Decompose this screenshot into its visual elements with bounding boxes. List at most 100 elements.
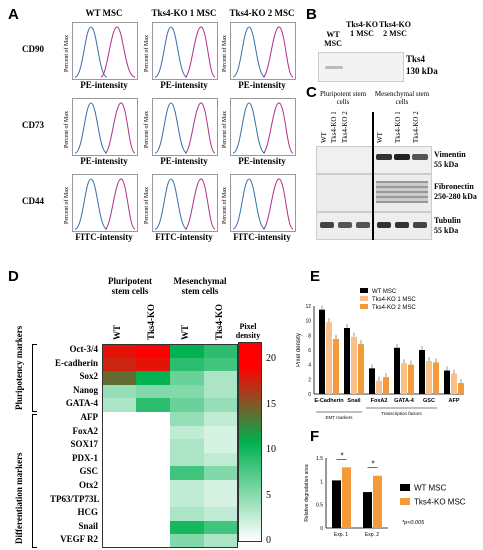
heatmap-cell: [136, 344, 170, 358]
x-tick-label: FoxA2: [371, 398, 388, 404]
heatmap-row-label: Sox2: [79, 371, 98, 382]
heatmap-row-label: Nanog: [72, 384, 98, 395]
flow-ylabel: Percent of Max: [222, 187, 228, 224]
tubulin-blot: [316, 212, 432, 240]
flow-ylabel: Percent of Max: [222, 35, 228, 72]
heatmap-cell: [102, 534, 136, 548]
heatmap-cell: [170, 439, 204, 453]
panel-f-letter: F: [310, 428, 320, 445]
heatmap-cell: [102, 398, 136, 412]
histogram-curves: [154, 102, 216, 154]
vimentin-blot: [316, 146, 432, 174]
heatmap-cell: [170, 357, 204, 372]
bar: [433, 362, 439, 394]
heatmap-cell: [170, 520, 204, 535]
x-tick-label: Exp. 2: [365, 532, 379, 538]
panelc-lane-label: Tks4-KO 2: [341, 111, 349, 143]
bar: [342, 467, 351, 528]
fibronectin-size: 250-280 kDa: [434, 192, 477, 201]
flow-row-marker: CD90: [22, 44, 44, 54]
heatmap-cell: [102, 520, 136, 535]
legend-swatch: [360, 288, 368, 293]
flow-xlabel: FITC-intensity: [233, 232, 291, 242]
heatmap-cell: [170, 425, 204, 440]
flow-histogram: [72, 174, 138, 232]
heatmap-cell: [102, 384, 136, 399]
flow-row-marker: CD44: [22, 196, 44, 206]
heatmap-column-label: WT: [180, 324, 190, 340]
flow-column-header: WT MSC: [85, 8, 123, 18]
bar: [383, 377, 389, 394]
x-tick-label: Snail: [347, 398, 361, 404]
vimentin-size: 55 kDa: [434, 160, 459, 169]
significance-star: *: [340, 451, 343, 460]
flow-histogram: [72, 22, 138, 80]
heatmap-column-label: Tks4-KO: [214, 303, 224, 340]
heatmap-row-label: E-cadherin: [54, 357, 98, 368]
panel-a-letter: A: [8, 6, 19, 23]
heatmap-cell: [204, 493, 238, 508]
y-tick-label: 0: [308, 392, 311, 398]
flow-histogram: [230, 22, 296, 80]
heatmap-cell: [170, 371, 204, 385]
colorbar-label: Pixel density: [235, 322, 261, 340]
panelc-group-pluripotent: Pluripotent stem cells: [319, 90, 367, 106]
y-axis-label: Relative degradation area: [304, 464, 310, 521]
heatmap-cell: [136, 412, 170, 426]
bar: [451, 373, 457, 394]
bar: [419, 350, 425, 394]
bar: [444, 370, 450, 394]
y-tick-label: 6: [308, 348, 311, 354]
legend-label: WT MSC: [414, 484, 447, 493]
heatmap-row-label: HCG: [77, 507, 98, 518]
panelb-lane-ko1: Tks4-KO 1 MSC: [345, 20, 378, 38]
isotype-curve: [74, 26, 108, 78]
heatmap-row-label: VEGF R2: [60, 534, 98, 545]
heatmap-cell: [102, 452, 136, 467]
marker-curve: [104, 178, 136, 230]
bar: [319, 309, 325, 394]
heatmap-cell: [204, 480, 238, 494]
panelc-lane-label: Tks4-KO 1: [330, 111, 338, 143]
heatmap-cell: [136, 371, 170, 385]
heatmap-cell: [170, 480, 204, 494]
group-label: EMT markers: [326, 415, 354, 420]
panelb-lane-wt: WT MSC: [324, 30, 342, 48]
flow-row-marker: CD73: [22, 120, 44, 130]
fibronectin-label: Fibronectin: [434, 182, 474, 191]
heatmap-cell: [102, 480, 136, 494]
bar: [373, 475, 382, 528]
heatmap-cell: [136, 398, 170, 412]
bar: [394, 347, 400, 394]
tks4-western-blot: [318, 52, 404, 82]
group-label: Transcription factors: [381, 411, 422, 416]
heatmap-row-label: GSC: [79, 466, 98, 477]
bar: [332, 480, 341, 528]
marker-curve: [262, 26, 294, 78]
colorbar: [238, 342, 262, 542]
legend-swatch: [360, 304, 368, 309]
panelc-lane-label: WT: [376, 132, 384, 143]
heatmap-cell: [136, 439, 170, 453]
bracket-pluripotency: [32, 344, 37, 412]
colorbar-tick: 15: [266, 398, 276, 410]
heatmap-cell: [204, 425, 238, 440]
histogram-curves: [154, 178, 216, 230]
heatmap-border: [102, 344, 238, 548]
heatmap-column-label: Tks4-KO: [146, 303, 156, 340]
panel-e-letter: E: [310, 268, 321, 285]
heatmap-cell: [204, 357, 238, 372]
flow-xlabel: PE-intensity: [80, 156, 128, 166]
heatmap-cell: [204, 412, 238, 426]
bar: [458, 383, 464, 394]
paneld-group-pluripotent: Pluripotent stem cells: [108, 276, 152, 296]
heatmap-cell: [204, 398, 238, 412]
heatmap-cell: [136, 534, 170, 548]
y-tick-label: 0.5: [316, 503, 323, 509]
flow-ylabel: Percent of Max: [64, 187, 70, 224]
flow-histogram: [152, 174, 218, 232]
heatmap-cell: [170, 466, 204, 480]
heatmap-cell: [204, 466, 238, 480]
heatmap-row-label: FoxA2: [72, 425, 99, 436]
paneld-group-mesenchymal: Mesenchymal stem cells: [173, 276, 227, 296]
